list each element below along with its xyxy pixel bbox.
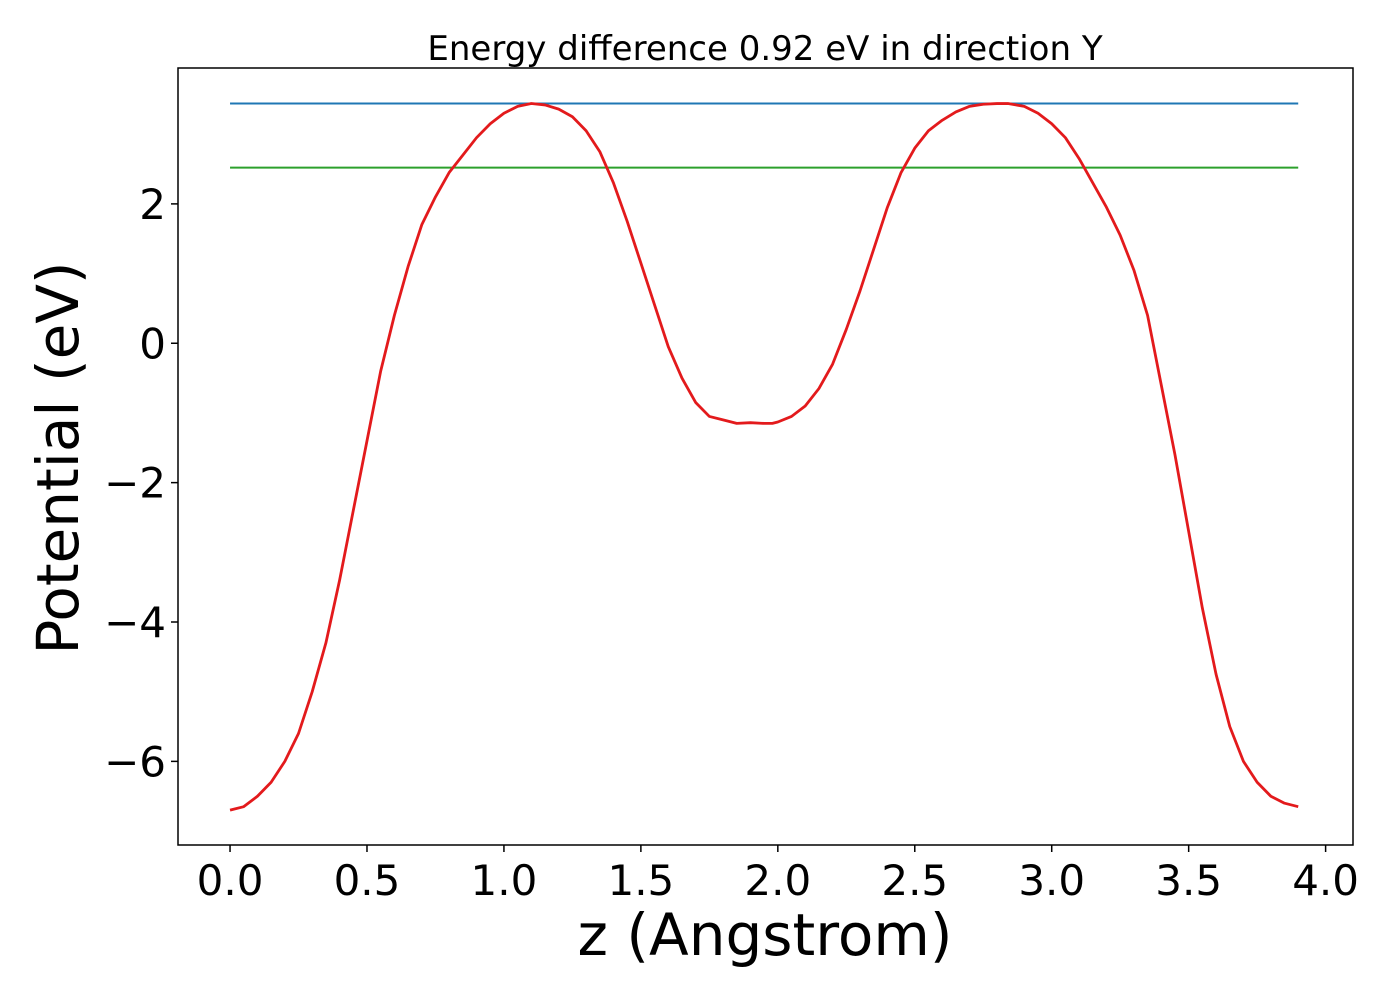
y-axis: −6 −4 −2 0 2 <box>104 180 178 786</box>
plot-area <box>177 67 1354 846</box>
y-tick-label: −4 <box>104 598 166 647</box>
series-layer <box>229 102 1299 812</box>
x-tick-label: 3.5 <box>1155 856 1222 905</box>
x-axis-label: z (Angstrom) <box>578 901 953 969</box>
x-axis: 0.0 0.5 1.0 1.5 2.0 2.5 3.0 3.5 4.0 <box>197 845 1359 905</box>
y-tick-label: −2 <box>104 459 166 508</box>
plot-frame <box>177 67 1354 846</box>
x-tick-label: 2.5 <box>881 856 948 905</box>
y-tick-label: 2 <box>139 180 166 229</box>
x-tick-label: 1.0 <box>471 856 538 905</box>
x-tick-label: 0.5 <box>334 856 401 905</box>
x-tick-label: 1.5 <box>607 856 674 905</box>
chart-title: Energy difference 0.92 eV in direction Y <box>427 29 1102 69</box>
x-tick-label: 2.0 <box>744 856 811 905</box>
series-line-3 <box>229 102 1299 812</box>
y-tick-label: −6 <box>104 737 166 786</box>
y-tick-label: 0 <box>139 319 166 368</box>
x-tick-label: 4.0 <box>1292 856 1359 905</box>
x-tick-label: 3.0 <box>1018 856 1085 905</box>
y-axis-label: Potential (eV) <box>24 261 92 654</box>
x-tick-label: 0.0 <box>197 856 264 905</box>
